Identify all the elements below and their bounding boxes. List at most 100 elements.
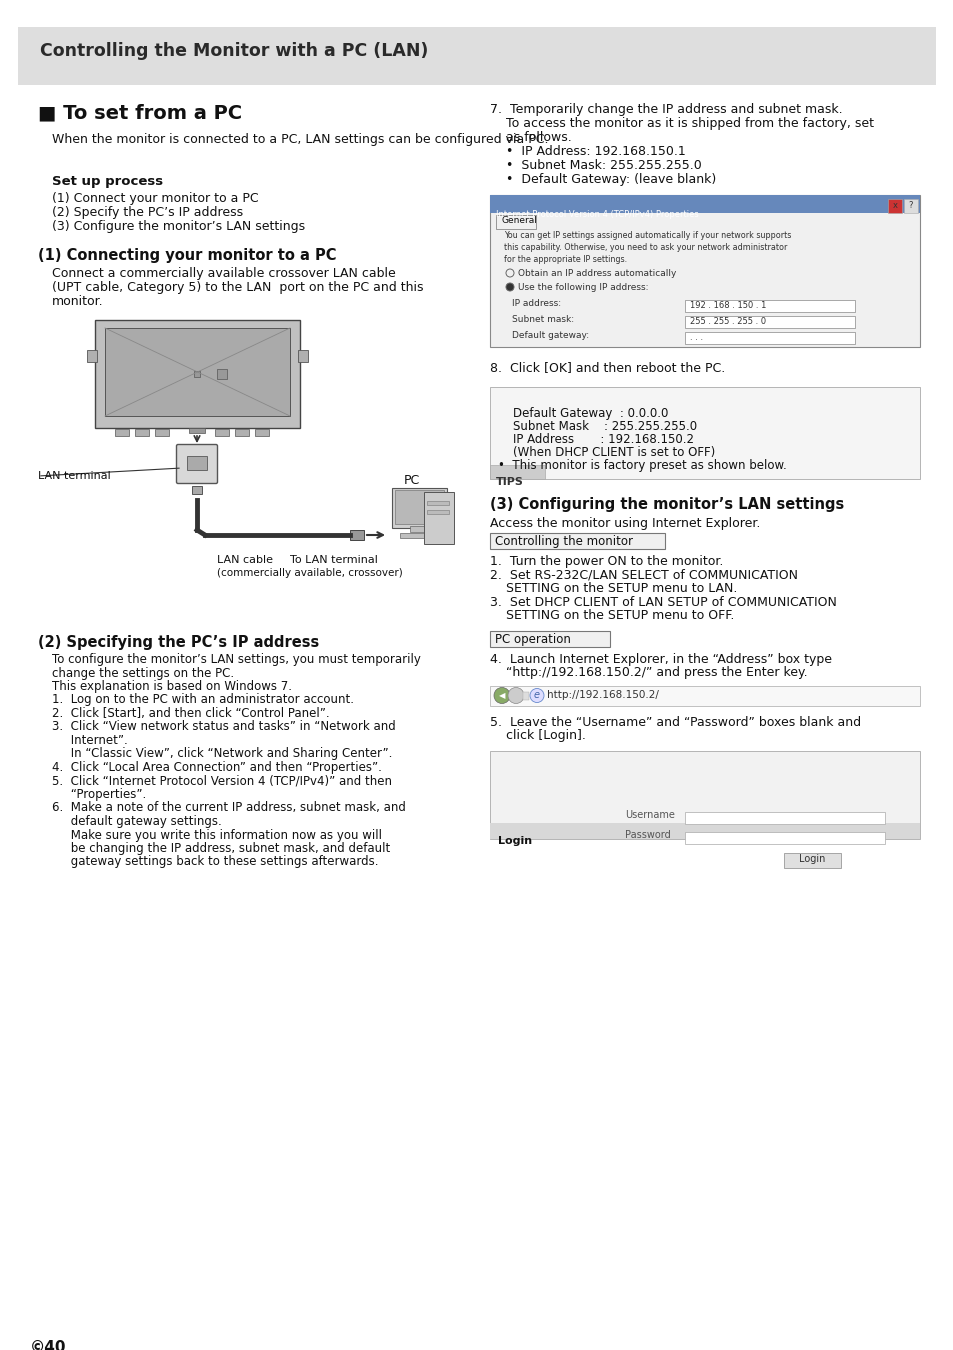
Text: 7.  Temporarily change the IP address and subnet mask.: 7. Temporarily change the IP address and… [490, 103, 841, 116]
Text: •  This monitor is factory preset as shown below.: • This monitor is factory preset as show… [497, 459, 786, 472]
Text: http://192.168.150.2/: http://192.168.150.2/ [546, 690, 659, 701]
Text: General: General [501, 216, 537, 225]
Text: To access the monitor as it is shipped from the factory, set: To access the monitor as it is shipped f… [490, 117, 873, 130]
Text: 5.  Leave the “Username” and “Password” boxes blank and: 5. Leave the “Username” and “Password” b… [490, 716, 861, 729]
Text: (UPT cable, Category 5) to the LAN  port on the PC and this: (UPT cable, Category 5) to the LAN port … [52, 281, 423, 294]
Bar [684, 832, 884, 844]
Bar [216, 369, 227, 379]
Bar [490, 533, 664, 549]
Text: •  IP Address: 192.168.150.1: • IP Address: 192.168.150.1 [490, 144, 685, 158]
Text: Login: Login [798, 855, 824, 864]
Text: ?: ? [908, 201, 912, 211]
Bar [234, 429, 249, 436]
Bar [490, 822, 919, 838]
Bar [154, 429, 169, 436]
Bar [490, 194, 919, 347]
Bar [427, 501, 449, 505]
FancyBboxPatch shape [18, 27, 935, 85]
Text: •  Subnet Mask: 255.255.255.0: • Subnet Mask: 255.255.255.0 [490, 159, 701, 171]
Text: Make sure you write this information now as you will: Make sure you write this information now… [52, 829, 381, 841]
Text: (1) Connect your monitor to a PC: (1) Connect your monitor to a PC [52, 192, 258, 205]
Bar [490, 686, 919, 706]
Circle shape [507, 687, 523, 703]
Text: Subnet Mask    : 255.255.255.0: Subnet Mask : 255.255.255.0 [497, 420, 697, 433]
Bar [490, 464, 544, 479]
Text: . . .: . . . [689, 333, 702, 342]
Bar [684, 316, 854, 328]
Bar [427, 510, 449, 514]
Bar [496, 215, 536, 230]
Text: This explanation is based on Windows 7.: This explanation is based on Windows 7. [52, 680, 292, 693]
Text: SETTING on the SETUP menu to OFF.: SETTING on the SETUP menu to OFF. [490, 609, 734, 622]
Text: Internet Protocol Version 4 (TCP/IPv4) Properties: Internet Protocol Version 4 (TCP/IPv4) P… [496, 211, 698, 219]
Bar [684, 332, 854, 344]
FancyBboxPatch shape [783, 852, 841, 868]
Text: (3) Configure the monitor’s LAN settings: (3) Configure the monitor’s LAN settings [52, 220, 305, 234]
Text: Use the following IP address:: Use the following IP address: [517, 284, 648, 292]
Text: Subnet mask:: Subnet mask: [512, 315, 574, 324]
Text: (2) Specifying the PC’s IP address: (2) Specifying the PC’s IP address [38, 634, 319, 649]
FancyBboxPatch shape [176, 444, 217, 483]
Bar [350, 531, 364, 540]
Text: Obtain an IP address automatically: Obtain an IP address automatically [517, 269, 676, 278]
Bar [490, 751, 919, 838]
Bar [395, 490, 443, 524]
Text: 1.  Log on to the PC with an administrator account.: 1. Log on to the PC with an administrato… [52, 694, 354, 706]
Text: click [Login].: click [Login]. [490, 729, 585, 742]
Bar [135, 429, 149, 436]
Text: Default gateway:: Default gateway: [512, 331, 589, 340]
Text: LAN terminal: LAN terminal [38, 471, 111, 481]
Text: Default Gateway  : 0.0.0.0: Default Gateway : 0.0.0.0 [497, 406, 668, 420]
Text: 255 . 255 . 255 . 0: 255 . 255 . 255 . 0 [689, 317, 765, 325]
Text: x: x [892, 201, 897, 211]
Text: 4.  Launch Internet Explorer, in the “Address” box type: 4. Launch Internet Explorer, in the “Add… [490, 652, 831, 666]
Text: 2.  Set RS-232C/LAN SELECT of COMMUNICATION: 2. Set RS-232C/LAN SELECT of COMMUNICATI… [490, 568, 797, 582]
Text: To LAN terminal: To LAN terminal [290, 555, 377, 566]
Text: IP address:: IP address: [512, 298, 560, 308]
Text: Controlling the Monitor with a PC (LAN): Controlling the Monitor with a PC (LAN) [40, 42, 428, 59]
Bar [187, 456, 207, 470]
Text: LAN cable: LAN cable [216, 555, 273, 566]
Text: Login: Login [497, 837, 532, 846]
Text: (3) Configuring the monitor’s LAN settings: (3) Configuring the monitor’s LAN settin… [490, 497, 843, 512]
Circle shape [505, 284, 514, 292]
Text: “http://192.168.150.2/” and press the Enter key.: “http://192.168.150.2/” and press the En… [490, 666, 807, 679]
Circle shape [530, 688, 543, 702]
Bar [522, 691, 529, 699]
Text: 6.  Make a note of the current IP address, subnet mask, and: 6. Make a note of the current IP address… [52, 802, 405, 814]
Circle shape [494, 687, 510, 703]
Bar [392, 487, 447, 528]
Text: (When DHCP CLIENT is set to OFF): (When DHCP CLIENT is set to OFF) [497, 446, 715, 459]
Bar [254, 429, 269, 436]
Text: monitor.: monitor. [52, 296, 104, 308]
Text: 192 . 168 . 150 . 1: 192 . 168 . 150 . 1 [689, 301, 765, 310]
Bar [214, 429, 229, 436]
Bar [490, 194, 919, 213]
Text: IP Address       : 192.168.150.2: IP Address : 192.168.150.2 [497, 433, 693, 446]
Bar [105, 328, 290, 416]
Text: Set up process: Set up process [52, 176, 163, 188]
Text: PC: PC [403, 474, 419, 487]
Text: ©40: ©40 [30, 1341, 67, 1350]
Bar [903, 198, 917, 213]
Bar [87, 350, 97, 362]
Text: default gateway settings.: default gateway settings. [52, 815, 221, 828]
Text: SETTING on the SETUP menu to LAN.: SETTING on the SETUP menu to LAN. [490, 582, 737, 595]
Text: 8.  Click [OK] and then reboot the PC.: 8. Click [OK] and then reboot the PC. [490, 360, 724, 374]
Text: Connect a commercially available crossover LAN cable: Connect a commercially available crossov… [52, 267, 395, 279]
Bar [490, 387, 919, 479]
Text: In “Classic View”, click “Network and Sharing Center”.: In “Classic View”, click “Network and Sh… [52, 748, 392, 760]
Text: gateway settings back to these settings afterwards.: gateway settings back to these settings … [52, 856, 378, 868]
Text: e: e [534, 690, 539, 701]
Text: “Properties”.: “Properties”. [52, 788, 146, 801]
Text: (1) Connecting your monitor to a PC: (1) Connecting your monitor to a PC [38, 248, 336, 263]
Text: To configure the monitor’s LAN settings, you must temporarily: To configure the monitor’s LAN settings,… [52, 653, 420, 666]
Text: be changing the IP address, subnet mask, and default: be changing the IP address, subnet mask,… [52, 842, 390, 855]
Bar [684, 300, 854, 312]
Text: Password: Password [624, 830, 670, 841]
Text: When the monitor is connected to a PC, LAN settings can be configured via PC.: When the monitor is connected to a PC, L… [52, 134, 548, 146]
Text: TIPS: TIPS [496, 477, 523, 487]
Text: Controlling the monitor: Controlling the monitor [495, 535, 633, 548]
Bar [399, 533, 437, 539]
Text: (2) Specify the PC’s IP address: (2) Specify the PC’s IP address [52, 207, 243, 219]
